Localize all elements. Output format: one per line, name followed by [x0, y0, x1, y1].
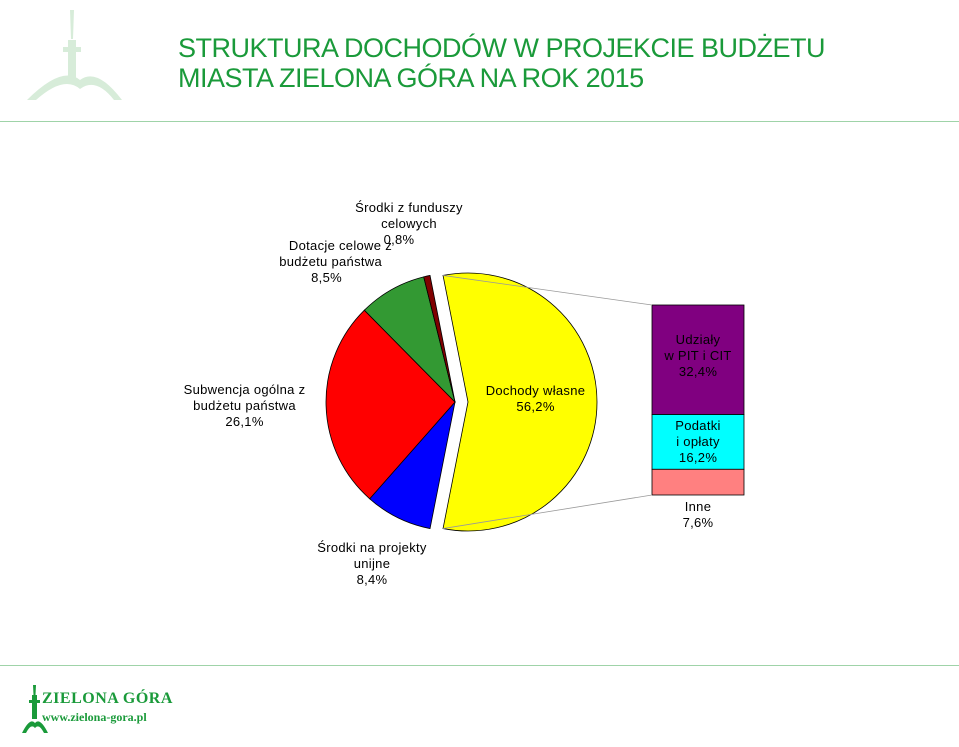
label-other: Inne 7,6%: [652, 499, 744, 531]
slice-special-funds: [423, 274, 456, 403]
label-eu-projects-line1: Środki na projekty: [317, 540, 427, 555]
footer-brand: ZIELONA GÓRA www.zielona-gora.pl: [42, 690, 173, 725]
label-targeted-grants-line1: Dotacje celowe z: [288, 238, 392, 253]
label-other-line1: Inne: [684, 499, 712, 514]
label-own-revenue-line1: Dochody własne: [485, 383, 586, 398]
label-general-subsidy-value: 26,1%: [225, 414, 264, 429]
title-line-2: MIASTA ZIELONA GÓRA NA ROK 2015: [178, 63, 644, 93]
label-own-revenue-value: 56,2%: [516, 399, 555, 414]
city-logo-watermark: [27, 10, 122, 100]
label-targeted-grants: Dotacje celowe z budżetu państwa 8,5%: [262, 238, 392, 286]
footer-url[interactable]: www.zielona-gora.pl: [42, 710, 147, 724]
label-special-funds-value: 0,8%: [383, 232, 415, 247]
label-special-funds-line1: Środki z funduszy: [355, 200, 463, 215]
slice-own-revenue: [442, 272, 598, 532]
bar-segment-other: [651, 468, 745, 496]
slice-general-subsidy: [325, 309, 456, 500]
header-divider: [0, 121, 959, 122]
label-pit-cit-value: 32,4%: [678, 364, 718, 379]
footer-divider: [0, 665, 959, 666]
label-general-subsidy-line1: Subwencja ogólna z: [183, 382, 306, 397]
label-taxes-fees-line2: i opłaty: [676, 434, 720, 449]
label-eu-projects-value: 8,4%: [356, 572, 388, 587]
connector-lines: [442, 275, 653, 529]
connector-line-top: [442, 275, 653, 306]
label-own-revenue: Dochody własne 56,2%: [468, 383, 603, 415]
footer-brand-name: ZIELONA GÓRA: [42, 690, 173, 707]
title-line-1: STRUKTURA DOCHODÓW W PROJEKCIE BUDŻETU: [178, 33, 826, 63]
label-special-funds: Środki z funduszy celowych 0,8%: [349, 200, 469, 248]
page-title: STRUKTURA DOCHODÓW W PROJEKCIE BUDŻETU M…: [178, 33, 938, 93]
label-eu-projects: Środki na projekty unijne 8,4%: [302, 540, 442, 588]
label-other-value: 7,6%: [682, 515, 714, 530]
footer-logo-icon: [22, 685, 48, 733]
label-general-subsidy-line2: budżetu państwa: [193, 398, 296, 413]
label-taxes-fees-value: 16,2%: [678, 450, 718, 465]
pie-group: [325, 272, 598, 532]
label-pit-cit-line1: Udziały: [675, 332, 721, 347]
connector-line-bottom: [442, 494, 653, 529]
label-targeted-grants-value: 8,5%: [311, 270, 342, 285]
label-pit-cit: Udziały w PIT i CIT 32,4%: [652, 332, 744, 380]
label-taxes-fees-line1: Podatki: [675, 418, 721, 433]
label-pit-cit-line2: w PIT i CIT: [664, 348, 732, 363]
label-eu-projects-line2: unijne: [353, 556, 391, 571]
label-taxes-fees: Podatki i opłaty 16,2%: [652, 418, 744, 466]
label-special-funds-line2: celowych: [381, 216, 437, 231]
bar-group: [651, 304, 745, 496]
label-targeted-grants-line2: budżetu państwa: [279, 254, 382, 269]
label-general-subsidy: Subwencja ogólna z budżetu państwa 26,1%: [172, 382, 317, 430]
